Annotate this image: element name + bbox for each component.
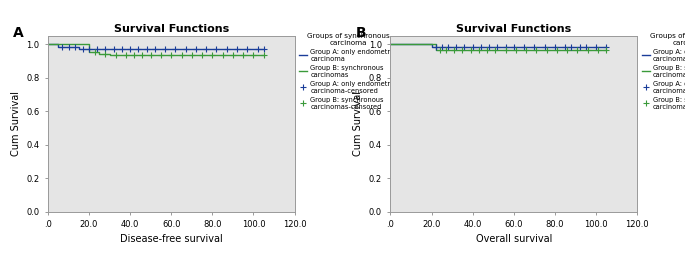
X-axis label: Overall survival: Overall survival: [475, 235, 552, 244]
Point: [258, 53, 269, 57]
Point: [176, 53, 187, 57]
Text: A: A: [14, 26, 24, 39]
Point: [145, 53, 156, 57]
Point: [484, 45, 495, 49]
Title: Survival Functions: Survival Functions: [456, 24, 571, 34]
Y-axis label: Cum Survival: Cum Survival: [353, 91, 363, 156]
Point: [100, 47, 111, 51]
Point: [248, 53, 259, 57]
Point: [574, 45, 585, 49]
Point: [90, 50, 101, 54]
Point: [186, 53, 197, 57]
Point: [465, 48, 476, 52]
Point: [133, 47, 144, 51]
Point: [519, 45, 530, 49]
Point: [258, 47, 269, 51]
Point: [137, 53, 148, 57]
Point: [57, 45, 68, 49]
Point: [100, 52, 111, 56]
Legend: Group A: only endometrial
carcinoma, Group B: synchronous
carcinomas, Group A: o: Group A: only endometrial carcinoma, Gro…: [642, 33, 685, 110]
Point: [593, 48, 603, 52]
Point: [125, 47, 136, 51]
Point: [457, 48, 468, 52]
Point: [482, 48, 493, 52]
Point: [238, 53, 249, 57]
Point: [562, 48, 573, 52]
Point: [160, 47, 171, 51]
Point: [459, 45, 470, 49]
Point: [560, 45, 571, 49]
Point: [121, 53, 132, 57]
Point: [490, 48, 501, 52]
Point: [201, 47, 212, 51]
Point: [227, 53, 238, 57]
Point: [141, 47, 152, 51]
Point: [190, 47, 201, 51]
Point: [539, 45, 550, 49]
Point: [551, 48, 562, 52]
Point: [84, 47, 95, 51]
Point: [77, 47, 88, 51]
Point: [580, 45, 591, 49]
Point: [155, 53, 166, 57]
Point: [69, 45, 80, 49]
Point: [116, 47, 127, 51]
Point: [572, 48, 583, 52]
Point: [500, 48, 511, 52]
Point: [601, 48, 612, 52]
Point: [549, 45, 560, 49]
Point: [221, 47, 232, 51]
Point: [590, 45, 601, 49]
Point: [242, 47, 253, 51]
Point: [180, 47, 191, 51]
Title: Survival Functions: Survival Functions: [114, 24, 229, 34]
Point: [207, 53, 218, 57]
Point: [510, 48, 521, 52]
Point: [508, 45, 519, 49]
Point: [541, 48, 552, 52]
Point: [129, 53, 140, 57]
Point: [430, 45, 441, 49]
Point: [92, 47, 103, 51]
Point: [475, 45, 486, 49]
Legend: Group A: only endometrial
carcinoma, Group B: synchronous
carcinomas, Group A: o: Group A: only endometrial carcinoma, Gro…: [299, 33, 398, 110]
Point: [451, 45, 462, 49]
Point: [434, 48, 445, 52]
Point: [492, 45, 503, 49]
Point: [110, 53, 121, 57]
Point: [232, 47, 242, 51]
Point: [252, 47, 263, 51]
Point: [166, 53, 177, 57]
Point: [531, 48, 542, 52]
Point: [467, 45, 478, 49]
Text: B: B: [356, 26, 366, 39]
Point: [443, 45, 453, 49]
Point: [521, 48, 532, 52]
Point: [63, 45, 74, 49]
Point: [473, 48, 484, 52]
Point: [108, 47, 119, 51]
Y-axis label: Cum Survival: Cum Survival: [11, 91, 21, 156]
Point: [170, 47, 181, 51]
Point: [197, 53, 208, 57]
Point: [601, 45, 612, 49]
Point: [582, 48, 593, 52]
Point: [440, 48, 451, 52]
Point: [217, 53, 228, 57]
Point: [211, 47, 222, 51]
Point: [529, 45, 540, 49]
Point: [566, 45, 577, 49]
Point: [436, 45, 447, 49]
Point: [149, 47, 160, 51]
Point: [449, 48, 460, 52]
Point: [500, 45, 511, 49]
X-axis label: Disease-free survival: Disease-free survival: [120, 235, 223, 244]
